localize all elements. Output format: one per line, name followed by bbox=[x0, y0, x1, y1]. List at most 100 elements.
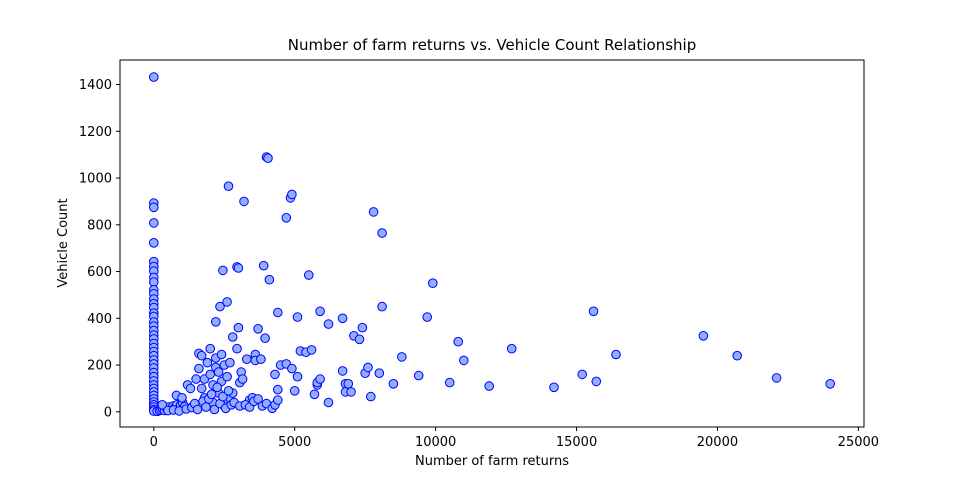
x-tick-label: 10000 bbox=[415, 435, 456, 450]
data-point bbox=[149, 202, 159, 213]
data-point bbox=[157, 400, 168, 410]
data-point bbox=[273, 307, 283, 318]
data-point bbox=[577, 369, 588, 380]
data-point bbox=[149, 238, 159, 248]
data-point bbox=[222, 297, 232, 307]
x-axis-label: Number of farm returns bbox=[415, 454, 569, 469]
data-point bbox=[216, 349, 227, 360]
data-point bbox=[323, 397, 334, 408]
data-point bbox=[218, 265, 228, 276]
data-point bbox=[263, 153, 273, 163]
data-point bbox=[337, 366, 348, 376]
data-point bbox=[343, 379, 354, 389]
x-tick-label: 0 bbox=[150, 435, 158, 450]
data-point bbox=[413, 370, 424, 381]
data-point bbox=[346, 387, 356, 397]
data-point bbox=[212, 382, 222, 393]
data-point bbox=[506, 343, 517, 354]
data-point bbox=[256, 354, 266, 365]
data-point bbox=[366, 391, 376, 402]
data-point bbox=[306, 345, 317, 355]
data-point bbox=[698, 331, 709, 341]
y-tick-label: 1400 bbox=[79, 78, 112, 93]
data-point bbox=[194, 363, 204, 374]
data-point bbox=[428, 278, 438, 289]
data-point bbox=[611, 349, 621, 360]
data-point bbox=[218, 391, 228, 402]
data-point bbox=[211, 317, 221, 327]
data-point bbox=[292, 371, 303, 382]
data-point bbox=[377, 228, 387, 238]
data-point bbox=[196, 383, 207, 394]
data-point bbox=[591, 376, 602, 387]
data-point bbox=[233, 263, 244, 273]
data-point bbox=[377, 301, 387, 312]
x-tick-label: 25000 bbox=[838, 435, 879, 450]
data-point bbox=[304, 270, 314, 280]
data-point bbox=[253, 324, 263, 334]
data-point bbox=[201, 402, 211, 412]
data-point bbox=[149, 218, 159, 228]
data-point bbox=[213, 367, 224, 377]
x-tick-label: 20000 bbox=[697, 435, 738, 450]
data-point bbox=[388, 379, 399, 389]
data-point bbox=[149, 72, 159, 82]
data-point bbox=[825, 379, 836, 389]
data-point bbox=[732, 350, 743, 361]
data-point bbox=[337, 313, 348, 324]
data-point bbox=[315, 306, 325, 317]
data-point bbox=[588, 306, 599, 317]
data-point bbox=[192, 404, 203, 415]
data-point bbox=[258, 260, 269, 271]
data-point bbox=[222, 371, 232, 382]
data-point bbox=[206, 389, 217, 400]
data-point bbox=[397, 352, 407, 362]
data-point bbox=[239, 196, 249, 207]
y-axis-label: Vehicle Count bbox=[56, 198, 71, 287]
data-point bbox=[223, 386, 234, 396]
data-point bbox=[771, 373, 782, 383]
data-point bbox=[215, 301, 225, 312]
data-point bbox=[323, 319, 334, 329]
data-point bbox=[357, 322, 368, 333]
data-point bbox=[177, 393, 187, 403]
data-point bbox=[422, 312, 433, 322]
y-tick-label: 200 bbox=[87, 359, 112, 374]
data-point bbox=[287, 363, 297, 374]
y-tick-label: 400 bbox=[87, 312, 112, 327]
data-point bbox=[363, 362, 373, 373]
data-point bbox=[260, 333, 270, 344]
x-axis-ticks: 0 5000 10000 15000 20000 25000 bbox=[150, 427, 879, 450]
y-tick-label: 800 bbox=[87, 218, 112, 233]
data-point bbox=[237, 374, 248, 384]
data-point bbox=[292, 312, 303, 322]
data-point bbox=[209, 404, 220, 415]
data-point bbox=[185, 383, 196, 394]
data-point bbox=[374, 368, 385, 379]
data-point bbox=[264, 274, 275, 285]
x-tick-label: 15000 bbox=[556, 435, 597, 450]
data-point bbox=[315, 374, 325, 384]
data-point bbox=[225, 357, 235, 368]
data-point bbox=[289, 386, 300, 396]
data-point bbox=[232, 343, 242, 354]
data-point bbox=[205, 343, 215, 354]
data-point bbox=[233, 322, 244, 333]
y-tick-label: 1000 bbox=[79, 172, 112, 187]
y-axis-ticks: 0 200 400 600 800 1000 1200 1400 bbox=[79, 78, 120, 420]
data-point bbox=[281, 213, 292, 223]
plot-frame bbox=[119, 59, 865, 428]
data-point bbox=[227, 332, 238, 342]
data-point bbox=[354, 334, 365, 345]
y-tick-label: 600 bbox=[87, 265, 112, 280]
data-point bbox=[459, 355, 469, 366]
data-point bbox=[309, 389, 320, 400]
data-point bbox=[270, 369, 280, 380]
data-point bbox=[549, 382, 559, 393]
data-point bbox=[287, 189, 297, 200]
data-point bbox=[444, 377, 455, 388]
data-point bbox=[253, 394, 263, 404]
data-point bbox=[242, 354, 252, 365]
points-layer bbox=[149, 72, 836, 417]
